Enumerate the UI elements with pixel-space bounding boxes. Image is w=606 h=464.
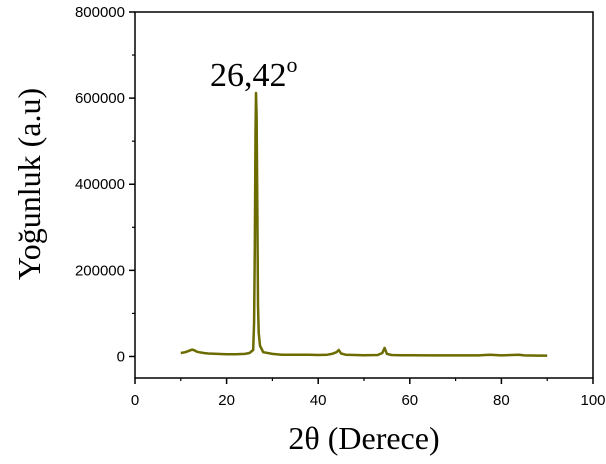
plot-border bbox=[134, 11, 594, 379]
y-tick-label: 400000 bbox=[75, 176, 125, 193]
x-axis-title: 2θ (Derece) bbox=[288, 420, 439, 456]
y-tick-label: 600000 bbox=[75, 90, 125, 107]
x-tick-label: 80 bbox=[493, 392, 510, 409]
y-tick-label: 800000 bbox=[75, 4, 125, 21]
series-line bbox=[180, 91, 548, 357]
x-tick-label: 20 bbox=[218, 392, 235, 409]
plot-frame bbox=[134, 11, 594, 379]
x-tick-label: 60 bbox=[401, 392, 418, 409]
peak-annotation: 26,42o bbox=[210, 52, 298, 94]
y-axis-title: Yoğunluk (a.u) bbox=[11, 88, 47, 280]
x-tick-label: 40 bbox=[310, 392, 327, 409]
peak-annotation-degree: o bbox=[287, 52, 298, 77]
y-axis-ticks: 0 200000 400000 600000 800000 bbox=[75, 4, 135, 365]
y-tick-label: 0 bbox=[117, 348, 125, 365]
x-axis-ticks: 0 20 40 60 80 100 bbox=[131, 378, 606, 409]
x-tick-label: 0 bbox=[131, 392, 139, 409]
x-tick-label: 100 bbox=[580, 392, 605, 409]
peak-annotation-value: 26,42 bbox=[210, 57, 287, 94]
y-tick-label: 200000 bbox=[75, 262, 125, 279]
